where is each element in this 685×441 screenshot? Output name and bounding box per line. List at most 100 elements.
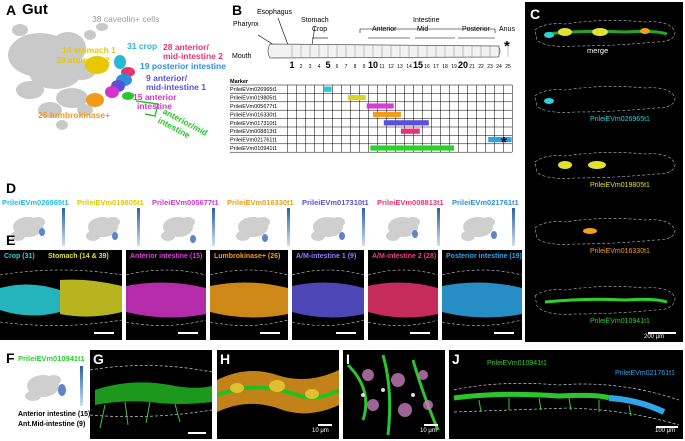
segment-number: 8 [354, 64, 357, 70]
cluster-39-label: 39 stomach 2 [56, 55, 110, 65]
panel-a-title: Gut [22, 1, 48, 18]
segment-number: 23 [487, 64, 493, 70]
marker-name: PrileiEVm016330t1 [230, 112, 277, 118]
panel-j-label: J [452, 351, 460, 367]
cluster-9-label-1: 9 anterior/ [146, 73, 188, 83]
c-label-26965: PrileiEVm026965t1 [590, 116, 650, 123]
f-caption-1: Anterior intestine (15) [18, 411, 91, 418]
panel-c-image [525, 2, 683, 342]
e-scale-bar [260, 332, 280, 334]
d-colorbar [212, 208, 215, 246]
h-scale-label: 10 μm [312, 428, 329, 434]
marker-name: PrileiEVm008813t1 [230, 129, 277, 135]
gut-umap [8, 23, 159, 130]
segment-number: 10 [368, 60, 378, 70]
cluster-28-label-1: 28 anterior/ [163, 42, 209, 52]
cluster-28-label-2: mid-intestine 2 [163, 51, 223, 61]
g-scale-bar [188, 432, 206, 434]
e-scale-bar [94, 332, 114, 334]
d-colorbar [512, 208, 515, 246]
d-gene-umap [461, 217, 497, 241]
region-mid: Mid [417, 26, 429, 33]
i-scale-label: 10 μm [420, 428, 437, 434]
d-gene-umap [11, 217, 45, 241]
segment-number: 22 [478, 64, 484, 70]
e-image-tile [368, 250, 438, 340]
d-colorbar [362, 208, 365, 246]
marker-bar [373, 111, 401, 117]
segment-number: 15 [413, 60, 423, 70]
e-image-tile [292, 250, 364, 340]
cluster-31-label: 31 crop [127, 41, 158, 51]
segment-number: 6 [336, 64, 339, 70]
segment-number: 5 [325, 60, 330, 70]
marker-bar [383, 120, 429, 126]
segment-number: 18 [442, 64, 448, 70]
segment-number: 16 [424, 64, 430, 70]
e-image-tile [0, 250, 122, 340]
e-image-tile [126, 250, 206, 340]
d-gene-title: PrileiEVm008813t1 [377, 198, 444, 207]
j-label-10941: PrileiEVm010941t1 [487, 360, 547, 367]
c-label-19805: PrileiEVm019805t1 [590, 182, 650, 189]
e-scale-bar [410, 332, 430, 334]
segment-number: 7 [345, 64, 348, 70]
d-gene-title: PrileiEVm021761t1 [452, 198, 519, 207]
c-scale-bar [648, 332, 676, 334]
region-esophagus: Esophagus [257, 9, 293, 16]
marker-bar [488, 137, 512, 143]
segment-number: 20 [458, 60, 468, 70]
gene-umap-row: PrileiEVm026965t1 PrileiEVm019805t1 Prilei… [0, 198, 525, 250]
e-image-row: Crop (31) Stomach (14 & 39) Anterior intes… [0, 250, 525, 340]
cluster-26-label: 26 lumbrokinase+ [38, 110, 111, 120]
d-gene-umap [236, 217, 270, 242]
marker-diagram: PrileiEVm026965t1 PrileiEVm019805t1 Prilei… [230, 17, 513, 153]
region-pharynx: Pharynx [233, 21, 259, 28]
cluster-14-label: 14 stomach 1 [62, 45, 116, 55]
marker-bar [347, 95, 366, 101]
panel-e-label: E [6, 232, 16, 248]
c-label-10941: PrileiEVm010941t1 [590, 318, 650, 325]
e-image-tile [210, 250, 288, 340]
marker-bar [366, 103, 394, 109]
e-scale-bar [494, 332, 514, 334]
c-label-16330: PrileiEVm016330t1 [590, 248, 650, 255]
cluster-19-label: 19 posterior intestine [140, 61, 226, 71]
panel-g-label-onimg: G [93, 351, 104, 367]
e-tile-label: A/M-intestine 1 (9) [296, 253, 357, 260]
d-gene-umap [161, 217, 196, 243]
j-scale-label: 100 μm [655, 428, 676, 434]
h-scale-bar [318, 424, 332, 426]
marker-bar [323, 86, 332, 92]
region-stomach: Stomach [301, 17, 329, 24]
segment-number: 13 [397, 64, 403, 70]
d-gene-title: PrileiEVm017310t1 [302, 198, 369, 207]
panel-j-image [449, 350, 683, 439]
e-tile-label: Posterior intestine (19) [446, 253, 522, 260]
panel-f-label: F [6, 350, 15, 366]
panel-a-label: A [6, 2, 17, 18]
cluster-38-label: 38 caveolin+ cells [92, 14, 160, 24]
marker-name: PrileiEVm017310t1 [230, 121, 277, 127]
worm-asterisk: * [504, 38, 510, 55]
f-colorbar [80, 366, 83, 406]
marker-header: Marker [230, 79, 249, 85]
d-gene-umap [311, 217, 345, 241]
f-gene-title: PrileiEVm010941t1 [18, 354, 85, 363]
segment-number: 14 [406, 64, 412, 70]
segment-number: 17 [433, 64, 439, 70]
marker-name: PrileiEVm021761t1 [230, 138, 277, 144]
panel-i-label: I [346, 351, 350, 367]
segment-number: 4 [318, 64, 321, 70]
panel-h-label: H [220, 351, 231, 367]
e-tile-label: Anterior intestine (15) [130, 253, 203, 260]
marker-name: PrileiEVm019805t1 [230, 96, 277, 102]
e-tile-label: Lumbrokinase+ (26) [214, 253, 281, 260]
segment-number: 2 [300, 64, 303, 70]
j-scale-bar [656, 426, 678, 428]
i-scale-bar [424, 424, 438, 426]
cluster-9-label-2: mid-intestine 1 [146, 82, 206, 92]
d-colorbar [137, 208, 140, 246]
panel-g-image [90, 350, 212, 439]
segment-number: 12 [388, 64, 394, 70]
